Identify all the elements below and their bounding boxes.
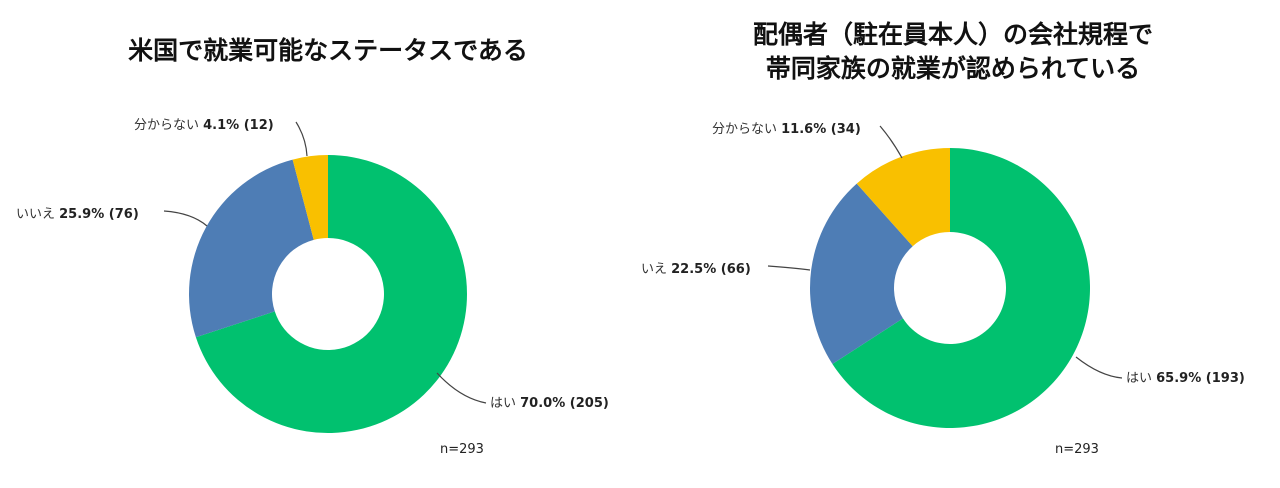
sample-size-label: n=293 [440, 442, 484, 457]
slice-label-2: 分からない 11.6% (34) [712, 122, 861, 137]
donut-plot: はい 65.9% (193) いいえ 22.5% (66) 分からない 11.6% … [640, 122, 1245, 428]
slice-category: 分からない [712, 122, 781, 137]
slice-percent: 70.0% [520, 396, 570, 411]
leader-line-1 [767, 265, 811, 271]
slice-percent: 4.1% [203, 118, 244, 133]
slice-label-0: はい 65.9% (193) [1126, 371, 1245, 386]
donut-chart-right: 配偶者（駐在員本人）の会社規程で 帯同家族の就業が認められている はい 65.9… [640, 0, 1280, 488]
slice-percent: 65.9% [1156, 371, 1206, 386]
donut-slice-1 [189, 159, 314, 338]
chart-title: 米国で就業可能なステータスである [128, 36, 528, 65]
slice-label-0: はい 70.0% (205) [490, 396, 609, 411]
slice-category: はい [490, 396, 520, 411]
leader-line-0 [1075, 356, 1123, 379]
slice-category: はい [1126, 371, 1156, 386]
slice-category: いいえ [640, 262, 671, 277]
leader-line-2 [295, 121, 308, 157]
donut-slice-0 [832, 148, 1090, 428]
chart-title: 配偶者（駐在員本人）の会社規程で 帯同家族の就業が認められている [752, 20, 1153, 83]
slice-count: (12) [244, 118, 274, 133]
leader-line-2 [879, 125, 903, 159]
donut-slice-2 [292, 155, 328, 240]
slice-label-2: 分からない 4.1% (12) [134, 118, 274, 133]
leader-line-1 [163, 210, 208, 227]
slice-count: (205) [570, 396, 609, 411]
sample-size-label: n=293 [1055, 442, 1099, 457]
slice-count: (66) [721, 262, 751, 277]
slice-category: 分からない [134, 118, 203, 133]
slice-percent: 11.6% [781, 122, 831, 137]
slice-count: (76) [109, 207, 139, 222]
slice-percent: 22.5% [671, 262, 721, 277]
slice-percent: 25.9% [59, 207, 109, 222]
slice-count: (193) [1206, 371, 1245, 386]
donut-slice-0 [195, 155, 468, 434]
slice-label-1: いいえ 22.5% (66) [640, 262, 751, 277]
donut-slice-1 [810, 183, 913, 364]
slice-category: いいえ [16, 207, 59, 222]
donut-chart-left: 米国で就業可能なステータスである はい 70.0% (205) いいえ 25.9%… [16, 36, 609, 457]
leader-line-0 [436, 372, 487, 404]
donut-slice-2 [856, 148, 950, 247]
donut-plot: はい 70.0% (205) いいえ 25.9% (76) 分からない 4.1% (… [16, 118, 609, 434]
slice-label-1: いいえ 25.9% (76) [16, 207, 139, 222]
slice-count: (34) [831, 122, 861, 137]
